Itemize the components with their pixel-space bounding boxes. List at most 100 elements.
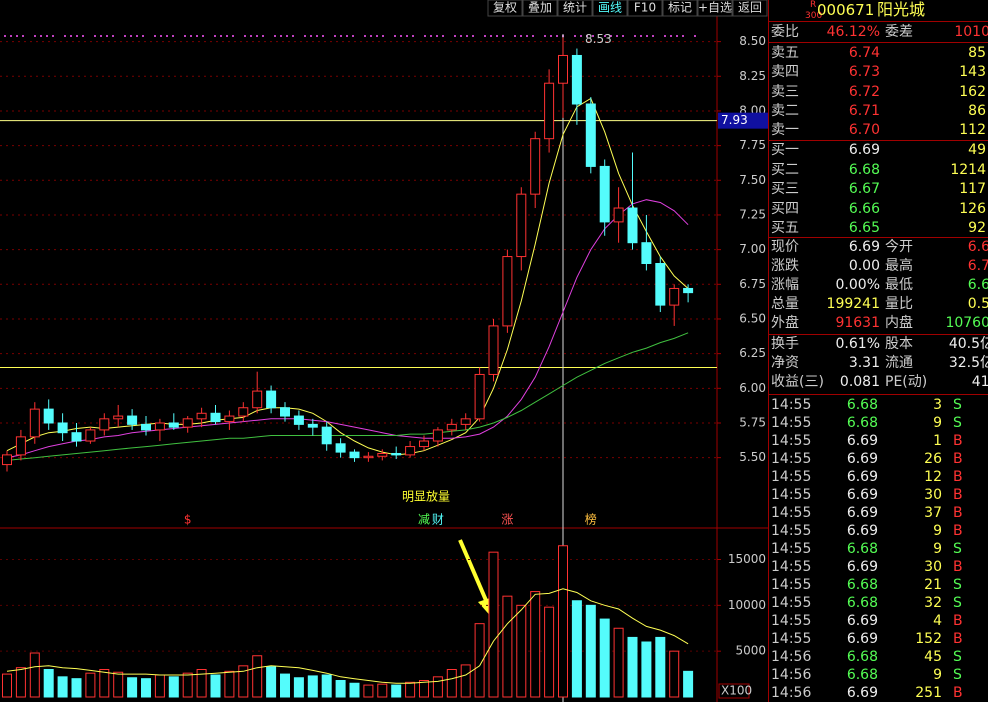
- dot: [436, 35, 438, 37]
- trade-time: 14:55: [771, 541, 812, 557]
- candle-body: [196, 412, 207, 420]
- separator: [769, 42, 988, 43]
- fund-value: 3.31: [848, 355, 880, 371]
- stat-label: 总量: [771, 296, 799, 312]
- trade-volume: 4: [933, 613, 942, 629]
- volume-bar: [571, 600, 582, 698]
- toolbar-button[interactable]: [557, 0, 593, 17]
- toolbar-label[interactable]: 统计: [563, 1, 587, 15]
- candle-body: [585, 103, 596, 167]
- stat-value: 0.5: [967, 296, 988, 312]
- toolbar-label[interactable]: 叠加: [528, 1, 552, 15]
- dot: [496, 35, 498, 37]
- dot: [634, 35, 636, 37]
- candle-body: [266, 390, 277, 409]
- toolbar-button[interactable]: [627, 0, 663, 17]
- toolbar-label[interactable]: 复权: [493, 1, 517, 15]
- candle-body: [683, 287, 694, 294]
- fund-label: 换手: [771, 336, 799, 352]
- dot: [406, 35, 408, 37]
- badge-bottom: 300: [805, 11, 823, 21]
- fund-label: 净资: [771, 355, 799, 371]
- candle-body: [113, 415, 124, 420]
- toolbar-button[interactable]: [662, 0, 698, 17]
- candle-body: [558, 54, 568, 84]
- toolbar-button[interactable]: [487, 0, 523, 17]
- candle-body: [446, 423, 457, 431]
- volume-bar: [99, 669, 110, 698]
- dot: [322, 35, 324, 37]
- candle-body: [85, 429, 96, 442]
- trade-time: 14:55: [771, 577, 812, 593]
- buy-volume: 49: [968, 142, 986, 158]
- dot: [616, 35, 618, 37]
- trade-price: 6.68: [846, 415, 878, 431]
- candle-body: [377, 452, 388, 457]
- trade-time: 14:56: [771, 649, 812, 665]
- event-marker: 财: [432, 513, 444, 527]
- dot: [334, 35, 336, 37]
- ma-line: [6, 97, 689, 456]
- toolbar-label[interactable]: 返回: [738, 1, 762, 15]
- separator: [769, 237, 988, 238]
- fund-value: 41.: [971, 374, 988, 390]
- dot: [136, 35, 138, 37]
- unit-box: [718, 683, 750, 699]
- dot: [34, 35, 36, 37]
- sell-price: 6.74: [848, 45, 880, 61]
- toolbar-label[interactable]: 标记: [668, 1, 692, 15]
- toolbar-button[interactable]: [697, 0, 733, 17]
- stat-value: 0.00%: [835, 277, 880, 293]
- trade-price: 6.69: [846, 685, 878, 701]
- ratio-label: 委差: [885, 24, 913, 40]
- stat-value: 10760: [945, 315, 988, 331]
- candle-body: [419, 440, 429, 448]
- trade-side: S: [953, 397, 962, 413]
- volume-bar: [224, 670, 235, 698]
- y-tick-label: 7.50: [739, 173, 766, 187]
- dot: [574, 35, 576, 37]
- trade-time: 14:55: [771, 433, 812, 449]
- crosshair-label: 7.93: [721, 113, 748, 127]
- buy-label: 买五: [771, 220, 799, 236]
- trade-side: B: [953, 631, 963, 647]
- sell-label: 卖二: [771, 102, 799, 119]
- candle-body: [307, 423, 318, 428]
- trade-side: B: [953, 523, 963, 539]
- dot: [502, 35, 504, 37]
- dot: [460, 35, 462, 37]
- trade-side: B: [953, 505, 963, 521]
- candle-body: [488, 325, 499, 375]
- volume-bar: [613, 627, 624, 698]
- dot: [412, 35, 414, 37]
- volume-bar: [85, 672, 96, 698]
- dot: [4, 35, 6, 37]
- toolbar-button[interactable]: [522, 0, 558, 17]
- trade-side: B: [953, 469, 963, 485]
- separator: [769, 21, 988, 22]
- candle-body: [571, 54, 582, 105]
- toolbar-label[interactable]: +自选: [698, 1, 732, 15]
- candle-body: [599, 165, 610, 223]
- toolbar-label[interactable]: F10: [634, 1, 656, 15]
- dot: [52, 35, 54, 37]
- buy-volume: 126: [959, 200, 986, 217]
- trade-volume: 26: [924, 451, 942, 467]
- toolbar-button[interactable]: [732, 0, 768, 17]
- toolbar-button[interactable]: [592, 0, 628, 17]
- candle-body: [252, 390, 263, 409]
- trade-time: 14:55: [771, 469, 812, 485]
- ratio-label: 委比: [771, 24, 799, 40]
- trade-side: S: [953, 649, 962, 665]
- dot: [430, 35, 432, 37]
- sell-price: 6.73: [848, 64, 880, 81]
- ratio-value: 1010: [954, 24, 988, 40]
- dot: [352, 35, 354, 37]
- dot: [166, 35, 168, 37]
- dot: [46, 35, 48, 37]
- sell-label: 卖一: [771, 122, 799, 138]
- dot: [64, 35, 66, 37]
- dot: [256, 35, 258, 37]
- stat-label: 内盘: [885, 315, 913, 331]
- toolbar-label[interactable]: 画线: [598, 1, 622, 15]
